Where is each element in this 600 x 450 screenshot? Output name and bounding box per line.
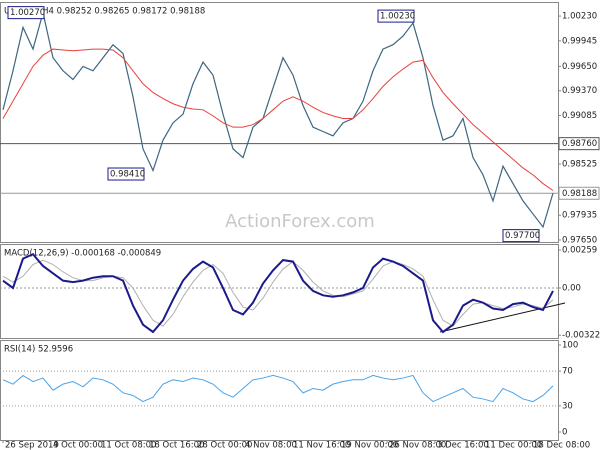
y-tick-label: 70 <box>562 367 573 377</box>
x-tick-label: 11 Dec 00:00 <box>485 441 542 450</box>
series-line <box>2 12 554 229</box>
series-line <box>2 48 554 191</box>
annotation: 1.00270 <box>10 8 45 18</box>
price-frame <box>0 2 559 243</box>
x-tick-label: 11 Nov 16:00 <box>293 441 350 450</box>
y-tick-label: 0.99085 <box>562 111 597 121</box>
y-tick-label: 30 <box>562 401 573 411</box>
x-tick-label: 28 Oct 00:00 <box>197 441 252 450</box>
y-tick-label: 0.97935 <box>562 211 597 221</box>
y-tick-label: 100 <box>562 341 578 351</box>
macd-frame <box>0 244 559 339</box>
series-line <box>2 374 554 403</box>
annotation: 0.98410 <box>110 170 145 180</box>
panel-title: RSI(14) 52.9596 <box>4 345 73 355</box>
level-label-box <box>558 186 600 200</box>
x-tick-label: 18 Oct 16:00 <box>149 441 204 450</box>
y-tick-label: 0.97650 <box>562 235 597 245</box>
x-tick-label: 26 Nov 08:00 <box>389 441 446 450</box>
x-tick-label: 11 Oct 08:00 <box>101 441 156 450</box>
x-tick-label: 18 Dec 08:00 <box>533 441 590 450</box>
y-tick-label: 0.98525 <box>562 160 597 170</box>
y-tick-label: 0.00259 <box>562 245 597 255</box>
annotation-box <box>7 6 45 20</box>
y-tick-label: 0.99945 <box>562 36 597 46</box>
annotation: 0.97700 <box>505 231 540 241</box>
series-line <box>2 259 554 327</box>
annotation-box <box>502 229 540 243</box>
annotation-box <box>377 9 415 23</box>
y-tick-label: 0 <box>562 427 567 437</box>
watermark: ActionForex.com <box>225 211 375 232</box>
y-tick-label: 1.00230 <box>562 12 597 22</box>
x-tick-label: 19 Nov 00:00 <box>341 441 398 450</box>
x-tick-label: 26 Sep 2019 <box>5 441 59 450</box>
x-tick-label: 4 Oct 00:00 <box>53 441 103 450</box>
y-tick-label: 0.99370 <box>562 86 597 96</box>
series-line <box>2 253 554 334</box>
level-label: 0.98760 <box>562 139 597 149</box>
y-tick-label: 0.00 <box>562 283 581 293</box>
level-label-box <box>558 137 600 151</box>
panel-title: USDCHF,H4 0.98252 0.98265 0.98172 0.9818… <box>4 7 205 17</box>
trend-line <box>439 302 566 333</box>
x-tick-label: 4 Nov 08:00 <box>245 441 297 450</box>
level-label: 0.98188 <box>562 189 597 199</box>
x-tick-label: 3 Dec 16:00 <box>437 441 489 450</box>
panel-title: MACD(12,26,9) -0.000168 -0.000849 <box>4 249 161 259</box>
rsi-frame <box>0 340 559 441</box>
annotation: 1.00230 <box>380 12 415 22</box>
annotation-box <box>107 167 145 181</box>
y-tick-label: 0.99650 <box>562 62 597 72</box>
y-tick-label: -0.003221 <box>562 331 600 341</box>
